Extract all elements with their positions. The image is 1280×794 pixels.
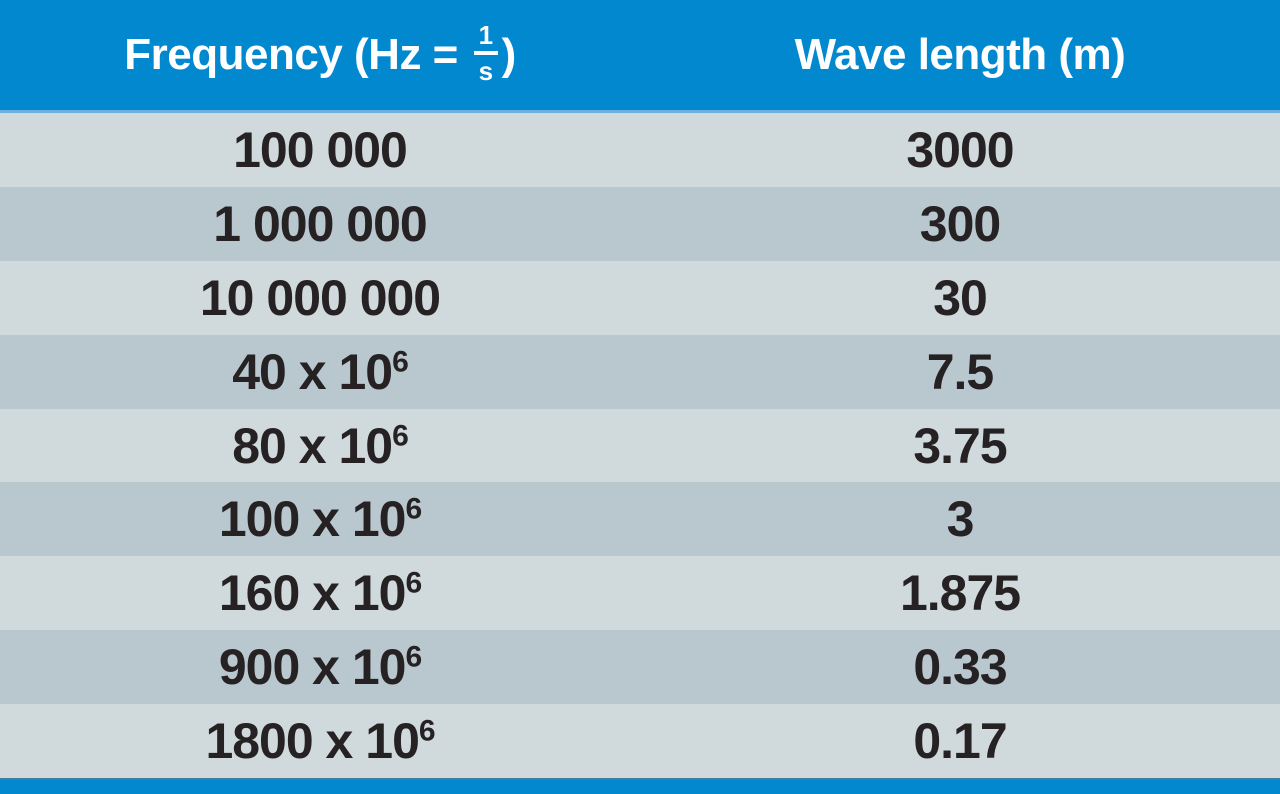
wavelength-value: 3000 (906, 121, 1014, 178)
table-header-row: Frequency (Hz = 1 s ) Wave length (m) (0, 0, 1280, 113)
table-row: 900 x 106 0.33 (0, 630, 1280, 705)
table-row: 10 000 000 30 (0, 260, 1280, 335)
frequency-header-suffix: ) (501, 30, 517, 79)
frequency-value: 40 x 106 (232, 343, 408, 400)
frequency-value: 80 x 106 (232, 417, 408, 474)
fraction-denominator: s (478, 56, 493, 86)
wavelength-value: 0.17 (913, 713, 1007, 770)
wavelength-value: 3 (946, 491, 975, 548)
table-row: 100 000 3000 (0, 113, 1280, 187)
wavelength-value: 3.75 (913, 417, 1007, 474)
frequency-value: 160 x 106 (218, 565, 422, 622)
frequency-column-header: Frequency (Hz = 1 s ) (0, 0, 640, 110)
frequency-value: 1800 x 106 (205, 713, 435, 770)
wavelength-value: 0.33 (913, 639, 1007, 696)
table-row: 1 000 000 300 (0, 186, 1280, 261)
frequency-value: 10 000 000 (199, 269, 441, 326)
table-body: 100 000 3000 1 000 000 300 10 000 000 30… (0, 113, 1280, 779)
frequency-header-prefix: Frequency (Hz = (124, 30, 470, 79)
wavelength-value: 30 (933, 269, 988, 326)
frequency-value: 100 000 (233, 121, 408, 178)
frequency-value: 1 000 000 (213, 195, 427, 252)
wavelength-value: 7.5 (926, 343, 995, 400)
wavelength-value: 1.875 (899, 565, 1021, 622)
table-row: 80 x 106 3.75 (0, 408, 1280, 483)
frequency-value: 900 x 106 (218, 639, 422, 696)
wavelength-value: 300 (919, 195, 1001, 252)
wavelength-column-header: Wave length (m) (794, 30, 1126, 79)
fraction-numerator: 1 (473, 22, 498, 55)
table-row: 40 x 106 7.5 (0, 334, 1280, 409)
bottom-accent-bar (0, 778, 1280, 794)
table-row: 160 x 106 1.875 (0, 556, 1280, 631)
fraction-one-over-s: 1 s (473, 22, 498, 86)
table-row: 1800 x 106 0.17 (0, 704, 1280, 779)
table-row: 100 x 106 3 (0, 482, 1280, 557)
frequency-value: 100 x 106 (218, 491, 422, 548)
